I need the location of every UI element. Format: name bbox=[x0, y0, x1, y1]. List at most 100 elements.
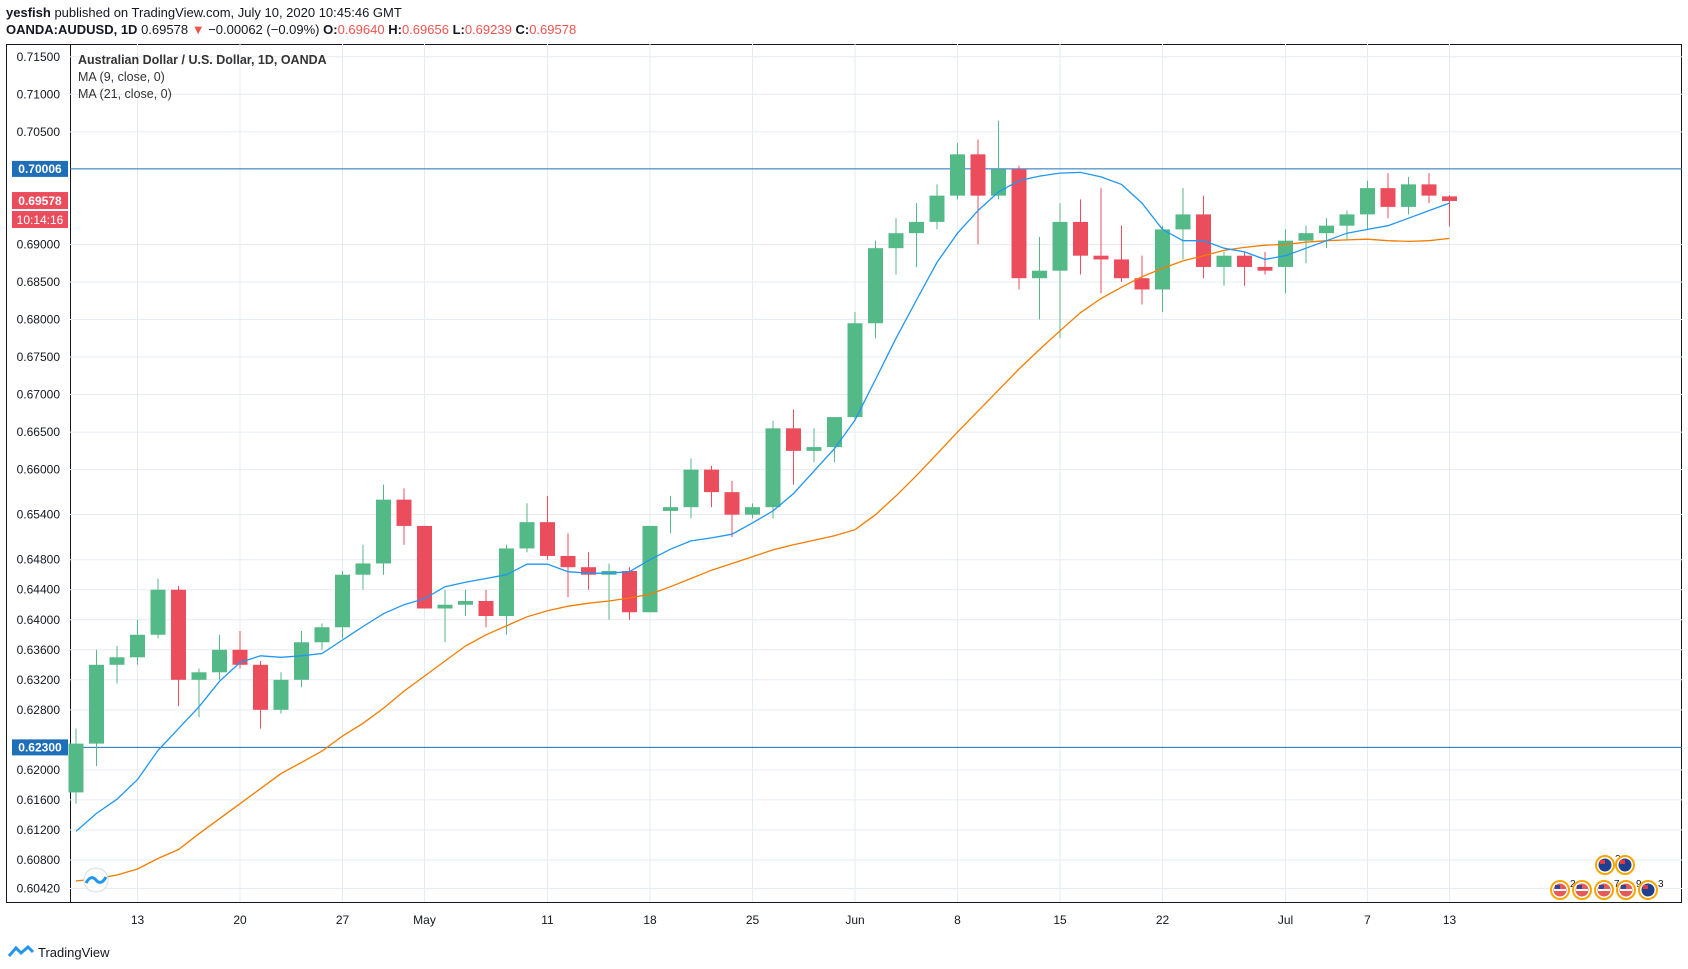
candle-up[interactable] bbox=[847, 311, 863, 421]
candle-up[interactable] bbox=[314, 623, 330, 650]
candle-body bbox=[191, 672, 207, 680]
candle-up[interactable] bbox=[1278, 229, 1293, 294]
x-tick-label: 7 bbox=[1364, 913, 1371, 927]
candle-up[interactable] bbox=[663, 495, 678, 534]
candle-down[interactable] bbox=[478, 589, 494, 628]
candle-down[interactable] bbox=[1237, 251, 1252, 286]
candle-up[interactable] bbox=[868, 240, 883, 339]
candle-up[interactable] bbox=[950, 143, 965, 200]
candle-up[interactable] bbox=[150, 578, 166, 639]
candle-down[interactable] bbox=[540, 495, 555, 560]
candle-up[interactable] bbox=[376, 484, 391, 575]
candle-down[interactable] bbox=[786, 409, 801, 485]
x-tick-label: 13 bbox=[1443, 913, 1457, 927]
hline-price-label: 0.70006 bbox=[18, 162, 62, 176]
y-tick-label: 0.62800 bbox=[17, 703, 61, 717]
ma21-line[interactable] bbox=[75, 237, 1450, 882]
last-price-label: 0.69578 bbox=[18, 194, 62, 208]
candle-down[interactable] bbox=[622, 567, 637, 620]
candle-up[interactable] bbox=[1052, 203, 1068, 339]
candle-down[interactable] bbox=[1196, 195, 1211, 279]
candle-down[interactable] bbox=[1442, 195, 1457, 227]
y-tick-label: 0.70500 bbox=[17, 125, 61, 139]
event-count: 2 bbox=[1570, 879, 1576, 890]
us-flag-event-icon[interactable] bbox=[1572, 880, 1592, 900]
candle-down[interactable] bbox=[1011, 165, 1027, 290]
candle-up[interactable] bbox=[888, 218, 904, 275]
candle-up[interactable] bbox=[191, 668, 207, 718]
candle-body bbox=[827, 417, 842, 448]
candle-up[interactable] bbox=[335, 570, 350, 639]
candle-up[interactable] bbox=[294, 631, 309, 688]
y-tick-label: 0.60800 bbox=[17, 853, 61, 867]
candle-down[interactable] bbox=[1257, 251, 1273, 275]
publisher-name[interactable]: yesfish bbox=[6, 5, 51, 20]
candle-up[interactable] bbox=[1319, 218, 1334, 249]
candle-up[interactable] bbox=[89, 649, 104, 767]
candle-up[interactable] bbox=[499, 544, 514, 635]
footer-brand[interactable]: TradingView bbox=[8, 944, 110, 960]
candle-body bbox=[1421, 184, 1437, 196]
us-flag-event-icon[interactable]: 9 bbox=[1616, 879, 1642, 900]
candle-up[interactable] bbox=[1360, 180, 1375, 230]
au-flag-canton bbox=[1643, 885, 1648, 889]
candle-down[interactable] bbox=[560, 533, 576, 598]
candle-up[interactable] bbox=[806, 428, 822, 463]
candle-up[interactable] bbox=[1175, 188, 1191, 260]
candle-body bbox=[745, 507, 760, 515]
candle-up[interactable] bbox=[1401, 176, 1416, 215]
candle-down[interactable] bbox=[970, 139, 986, 245]
candle-up[interactable] bbox=[765, 420, 781, 519]
au-flag-event-icon[interactable]: 3 bbox=[1638, 879, 1664, 900]
candle-up[interactable] bbox=[1298, 225, 1314, 264]
candle-up[interactable] bbox=[68, 728, 84, 804]
candle-down[interactable] bbox=[1134, 255, 1150, 305]
candle-up[interactable] bbox=[642, 525, 658, 613]
candle-up[interactable] bbox=[909, 203, 924, 267]
y-tick-label: 0.65400 bbox=[17, 508, 61, 522]
candle-down[interactable] bbox=[1114, 225, 1129, 282]
candle-up[interactable] bbox=[1216, 251, 1232, 286]
candle-body bbox=[519, 522, 535, 549]
candle-up[interactable] bbox=[929, 184, 945, 230]
candle-down[interactable] bbox=[171, 585, 186, 707]
ma9-line[interactable] bbox=[75, 171, 1450, 832]
candle-up[interactable] bbox=[109, 646, 125, 684]
au-flag-event-icon[interactable] bbox=[1615, 855, 1635, 875]
candle-up[interactable] bbox=[601, 563, 617, 620]
us-flag-event-icon[interactable]: 2 bbox=[1550, 879, 1576, 900]
candle-down[interactable] bbox=[1073, 199, 1088, 275]
candle-up[interactable] bbox=[683, 458, 699, 519]
candle-body bbox=[950, 154, 965, 196]
candle-down[interactable] bbox=[1421, 173, 1437, 204]
candle-down[interactable] bbox=[253, 661, 268, 729]
candle-body bbox=[1401, 184, 1416, 207]
candle-down[interactable] bbox=[417, 525, 432, 609]
candle-down[interactable] bbox=[581, 552, 596, 590]
legend-ma9[interactable]: MA (9, close, 0) bbox=[78, 70, 165, 84]
candle-body bbox=[704, 469, 719, 493]
candle-up[interactable] bbox=[1032, 236, 1047, 320]
candle-up[interactable] bbox=[212, 634, 227, 680]
candle-down[interactable] bbox=[724, 480, 740, 538]
candle-up[interactable] bbox=[745, 503, 760, 519]
candle-up[interactable] bbox=[991, 120, 1006, 200]
candle-up[interactable] bbox=[355, 544, 371, 590]
legend-ma21[interactable]: MA (21, close, 0) bbox=[78, 87, 172, 101]
candle-down[interactable] bbox=[396, 488, 412, 545]
candle-up[interactable] bbox=[273, 672, 289, 714]
candle-up[interactable] bbox=[1339, 210, 1355, 241]
us-flag-event-icon[interactable]: 7 bbox=[1594, 879, 1620, 900]
candle-body bbox=[1278, 240, 1293, 267]
candle-up[interactable] bbox=[458, 589, 473, 616]
y-tick-label: 0.64400 bbox=[17, 583, 61, 597]
candle-body bbox=[417, 525, 432, 609]
candle-up[interactable] bbox=[437, 589, 453, 643]
candle-down[interactable] bbox=[1380, 173, 1396, 219]
candle-up[interactable] bbox=[827, 417, 842, 463]
candle-down[interactable] bbox=[1093, 188, 1109, 294]
candle-down[interactable] bbox=[704, 465, 719, 508]
candle-up[interactable] bbox=[519, 503, 535, 553]
candle-up[interactable] bbox=[130, 619, 145, 665]
